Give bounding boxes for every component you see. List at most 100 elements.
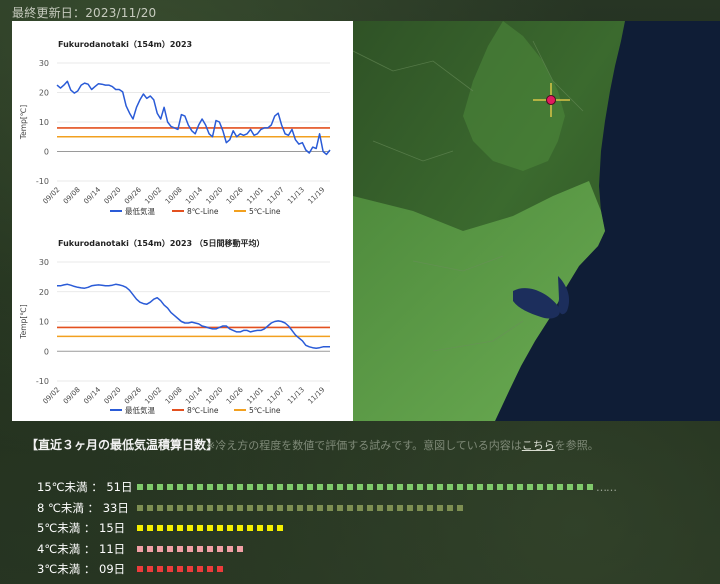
- x-tick-label: 11/01: [245, 186, 265, 206]
- row-label: 5℃未満 ： 15日: [37, 521, 126, 535]
- day-square: [557, 484, 563, 490]
- x-tick-label: 09/02: [41, 386, 61, 406]
- lake-kasumigaura: [513, 288, 560, 319]
- day-square: [187, 525, 193, 531]
- day-square: [267, 525, 273, 531]
- day-square: [417, 505, 423, 511]
- more-indicator: ……: [596, 480, 617, 494]
- chart-1: Fukurodanotaki（154m）2023 30 20 10 0 -10 Temp[℃…: [19, 39, 331, 216]
- day-square: [197, 505, 203, 511]
- accumulated-days-note: ※冷え方の程度を数値で評価する試みです。意図している内容はこちらを参照。: [206, 437, 599, 453]
- day-square: [197, 484, 203, 490]
- day-square: [497, 484, 503, 490]
- day-square: [397, 484, 403, 490]
- plain-land: [353, 181, 605, 421]
- day-square: [487, 484, 493, 490]
- day-square: [187, 484, 193, 490]
- day-square: [567, 484, 573, 490]
- y-axis-label: Temp[℃]: [19, 105, 28, 140]
- day-square: [187, 505, 193, 511]
- x-tick-label: 09/08: [62, 386, 82, 406]
- day-squares: [137, 546, 247, 552]
- x-tick-label: 09/20: [103, 386, 123, 406]
- day-square: [227, 484, 233, 490]
- day-square: [157, 566, 163, 572]
- day-square: [197, 566, 203, 572]
- day-square: [237, 546, 243, 552]
- x-tick-label: 10/08: [164, 186, 184, 206]
- day-square: [457, 484, 463, 490]
- day-square: [277, 525, 283, 531]
- day-square: [217, 525, 223, 531]
- day-square: [247, 484, 253, 490]
- legend-label: 5℃-Line: [249, 207, 281, 216]
- day-square: [507, 484, 513, 490]
- terrain-map[interactable]: [353, 21, 720, 421]
- note-link[interactable]: こちら: [521, 439, 555, 452]
- day-square: [297, 505, 303, 511]
- day-square: [137, 505, 143, 511]
- day-square: [337, 505, 343, 511]
- day-square: [207, 484, 213, 490]
- chart-2: Fukurodanotaki（154m）2023 （5日間移動平均） 30 20 10…: [19, 238, 330, 415]
- x-tick-label: 09/02: [41, 186, 61, 206]
- y-tick-label: -10: [36, 377, 49, 386]
- day-square: [217, 546, 223, 552]
- day-square: [517, 484, 523, 490]
- last-updated-text: 最終更新日：2023/11/20: [12, 6, 157, 20]
- day-square: [347, 505, 353, 511]
- legend-label: 8℃-Line: [187, 406, 219, 415]
- y-axis-label: Temp[℃]: [19, 304, 28, 339]
- day-square: [157, 505, 163, 511]
- legend-label: 最低気温: [125, 405, 155, 415]
- day-square: [387, 484, 393, 490]
- valley: [463, 21, 565, 171]
- day-square: [177, 566, 183, 572]
- legend-label: 8℃-Line: [187, 207, 219, 216]
- day-square: [537, 484, 543, 490]
- day-square: [207, 546, 213, 552]
- temperature-series: [56, 80, 331, 156]
- day-squares: [137, 525, 287, 531]
- x-tick-label: 10/14: [184, 185, 204, 205]
- day-square: [437, 484, 443, 490]
- x-tick-label: 11/07: [266, 186, 286, 206]
- day-square: [187, 546, 193, 552]
- day-square: [267, 505, 273, 511]
- day-square: [157, 525, 163, 531]
- day-square: [147, 525, 153, 531]
- day-square: [407, 484, 413, 490]
- day-square: [287, 505, 293, 511]
- day-square: [377, 505, 383, 511]
- day-square: [167, 546, 173, 552]
- chart-panel: Fukurodanotaki（154m）2023 30 20 10 0 -10 Temp[℃…: [12, 21, 353, 421]
- day-square: [217, 484, 223, 490]
- x-tick-label: 11/19: [306, 386, 326, 406]
- day-square: [347, 484, 353, 490]
- x-tick-label: 10/14: [184, 385, 204, 405]
- day-square: [237, 484, 243, 490]
- temperature-series: [57, 283, 330, 350]
- y-tick-label: 10: [39, 118, 49, 127]
- row-label: 4℃未満 ： 11日: [37, 542, 126, 556]
- x-tick-label: 09/26: [123, 385, 143, 405]
- terrain-map-svg: [353, 21, 720, 421]
- day-square: [297, 484, 303, 490]
- y-tick-label: 30: [39, 59, 49, 68]
- accumulated-days-title: 【直近３ヶ月の最低気温積算日数】: [26, 438, 219, 452]
- row-under-15: 15℃未満 ： 51日 ……: [37, 478, 617, 496]
- y-tick-label: -10: [36, 177, 49, 186]
- legend-label: 5℃-Line: [249, 406, 281, 415]
- day-square: [197, 546, 203, 552]
- day-square: [367, 484, 373, 490]
- x-tick-label: 11/07: [266, 386, 286, 406]
- x-tick-label: 10/26: [225, 185, 245, 205]
- y-tick-label: 10: [39, 318, 49, 327]
- day-square: [367, 505, 373, 511]
- day-square: [177, 505, 183, 511]
- day-square: [397, 505, 403, 511]
- day-square: [477, 484, 483, 490]
- lake-kitaura: [558, 276, 570, 315]
- day-square: [137, 484, 143, 490]
- day-square: [257, 505, 263, 511]
